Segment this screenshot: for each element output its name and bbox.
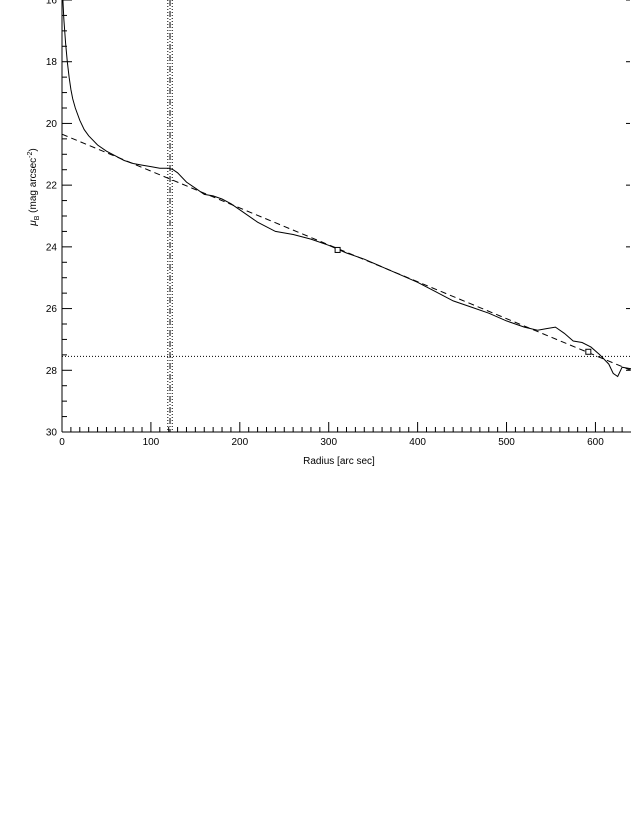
axes xyxy=(61,0,631,433)
x-tick-label: 100 xyxy=(143,437,160,448)
x-tick-label: 200 xyxy=(231,437,248,448)
y-axis-label-symbol: μ xyxy=(28,220,39,227)
y-tick-label: 24 xyxy=(46,242,58,253)
x-axis-label: Radius [arc sec] xyxy=(303,456,375,467)
x-tick-label: 0 xyxy=(59,437,65,448)
y-tick-label: 18 xyxy=(46,57,58,68)
x-tick-label: 600 xyxy=(587,437,604,448)
y-tick-label: 22 xyxy=(46,181,58,192)
y-tick-label: 30 xyxy=(46,428,58,439)
profile-solid-line xyxy=(62,0,631,378)
y-tick-label: 28 xyxy=(46,366,58,377)
square-marker xyxy=(585,348,592,355)
model-fit-dashed-line xyxy=(61,133,631,371)
reference-lines xyxy=(62,0,631,432)
x-tick-label: 400 xyxy=(409,437,426,448)
x-tick-label: 300 xyxy=(320,437,337,448)
axis-ticks xyxy=(61,0,630,433)
y-axis-label: μB (mag arcsec-2) xyxy=(27,148,41,227)
series-lines xyxy=(61,0,631,378)
y-axis-label-close: ) xyxy=(28,148,39,151)
y-axis-label-text: (mag arcsec xyxy=(28,158,39,216)
square-marker xyxy=(334,246,341,253)
axis-tick-labels: 0 100 200 300 400 500 600 16 18 20 22 24 26 28 30 xyxy=(46,0,604,448)
y-tick-label: 16 xyxy=(46,0,58,7)
y-tick-label: 26 xyxy=(46,304,58,315)
y-tick-label: 20 xyxy=(46,119,58,130)
y-axis-label-subscript: B xyxy=(34,215,41,220)
data-markers xyxy=(334,246,592,355)
y-axis-label-superscript: -2 xyxy=(27,151,34,157)
x-tick-label: 500 xyxy=(498,437,515,448)
